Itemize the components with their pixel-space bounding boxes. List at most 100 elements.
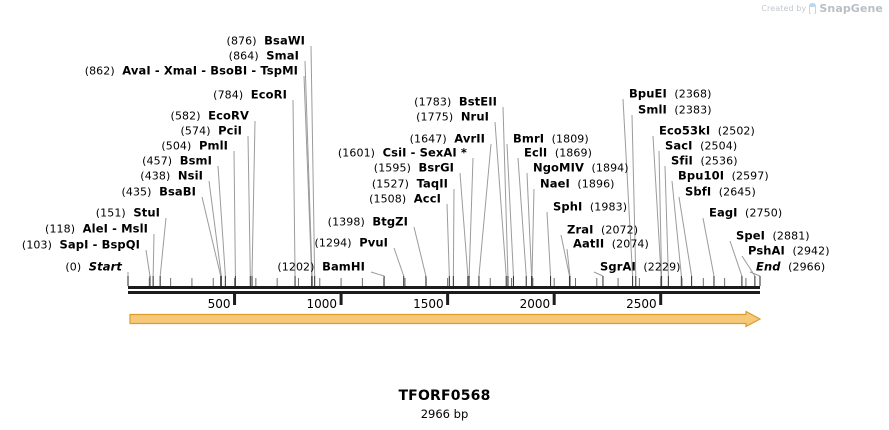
leader-line	[452, 188, 455, 277]
cut-position: (1601)	[337, 146, 376, 160]
leader-line	[631, 114, 637, 277]
feature-label-NsiI[interactable]: (438) NsiI	[0, 169, 203, 183]
feature-label-Start[interactable]: (0) Start	[0, 260, 122, 274]
cut-position: (2966)	[788, 260, 826, 274]
feature-label-PciI[interactable]: (574) PciI	[0, 123, 242, 138]
snapgene-watermark: Created by SnapGene	[761, 2, 883, 15]
ruler-tick-label-1500: 1500	[413, 297, 444, 311]
leader-line	[566, 248, 571, 277]
feature-label-SpeI[interactable]: SpeI (2881)	[736, 228, 810, 243]
feature-label-BsmI[interactable]: (457) BsmI	[0, 154, 212, 168]
feature-label-ZraI[interactable]: ZraI (2072)	[567, 222, 638, 237]
feature-label-AvaI[interactable]: (862) AvaI - XmaI - BsoBI - TspMI	[0, 63, 298, 78]
cut-position: (1508)	[369, 192, 407, 206]
orf-arrow-group	[129, 310, 762, 328]
feature-label-BtgZI[interactable]: (1398) BtgZI	[0, 215, 408, 229]
enzyme-name: End	[756, 259, 781, 274]
leader-line	[517, 157, 527, 277]
feature-label-EclI[interactable]: EclI (1869)	[524, 146, 592, 160]
leader-line	[459, 172, 469, 277]
cut-position: (1894)	[591, 161, 629, 175]
cut-position: (103)	[21, 238, 53, 252]
ruler-tick-label-2000: 2000	[519, 297, 551, 311]
snapgene-logo-icon	[809, 3, 817, 14]
feature-label-SmaI[interactable]: (864) SmaI	[0, 49, 299, 63]
enzyme-name: SbfI	[685, 184, 712, 199]
feature-label-BsrGI[interactable]: (1595) BsrGI	[0, 161, 454, 175]
enzyme-name: ZraI	[567, 222, 594, 237]
enzyme-name: AleI	[82, 221, 108, 236]
feature-label-Eco53kI[interactable]: Eco53kI (2502)	[659, 124, 755, 138]
feature-label-BsaWI[interactable]: (876) BsaWI	[0, 34, 305, 48]
enzyme-name: SpeI	[736, 228, 765, 243]
feature-label-SfiI[interactable]: SfiI (2536)	[671, 154, 738, 168]
feature-label-BamHI[interactable]: (1202) BamHI	[0, 260, 365, 274]
leader-line	[658, 150, 663, 277]
enzyme-name: EcoRV	[208, 108, 249, 123]
feature-label-BsaBI[interactable]: (435) BsaBI	[0, 185, 196, 199]
enzyme-name: AvrII	[454, 131, 485, 146]
enzyme-name: SexAI *	[419, 145, 467, 160]
feature-label-End[interactable]: End (2966)	[756, 259, 826, 274]
feature-label-PvuI[interactable]: (1294) PvuI	[0, 235, 388, 250]
enzyme-name: NruI	[460, 109, 489, 124]
feature-label-AvrII[interactable]: (1647) AvrII	[0, 131, 485, 146]
leader-line	[494, 121, 507, 277]
leader-line	[593, 271, 604, 277]
leader-line	[729, 240, 743, 277]
enzyme-name: PciI	[218, 123, 242, 138]
enzyme-name: AatII	[573, 236, 605, 251]
feature-label-NgoMIV[interactable]: NgoMIV (1894)	[533, 161, 629, 175]
leader-line	[310, 45, 316, 277]
feature-label-CsiI[interactable]: (1601) CsiI - SexAI *	[0, 145, 467, 160]
feature-label-EagI[interactable]: EagI (2750)	[709, 206, 783, 220]
leader-line	[678, 196, 693, 277]
enzyme-name: TaqII	[416, 176, 448, 191]
cut-position: (118)	[45, 222, 76, 236]
feature-label-SbfI[interactable]: SbfI (2645)	[685, 184, 756, 199]
ruler-bar-lower	[128, 291, 760, 294]
cut-position: (2750)	[745, 206, 783, 220]
feature-label-BpuEI[interactable]: BpuEI (2368)	[629, 87, 712, 101]
enzyme-name: XmaI	[163, 63, 198, 78]
enzyme-name: BspQI	[101, 237, 140, 252]
feature-label-AatII[interactable]: AatII (2074)	[573, 236, 649, 251]
leader-line	[671, 180, 682, 277]
feature-label-PshAI[interactable]: PshAI (2942)	[748, 243, 830, 258]
feature-label-EcoRI[interactable]: (784) EcoRI	[0, 88, 287, 102]
cut-position: (1647)	[409, 132, 447, 146]
cut-position: (435)	[121, 185, 152, 199]
enzyme-name: Bpu10I	[678, 168, 725, 183]
cut-position: (2368)	[674, 87, 712, 101]
feature-label-BstEII[interactable]: (1783) BstEII	[0, 95, 497, 109]
feature-label-EcoRV[interactable]: (582) EcoRV	[0, 108, 249, 123]
feature-label-SmlI[interactable]: SmlI (2383)	[638, 103, 712, 117]
enzyme-name: PshAI	[748, 243, 785, 258]
cut-site-ticks-group	[127, 276, 761, 286]
enzyme-name: SphI	[553, 199, 583, 214]
feature-label-BmrI[interactable]: BmrI (1809)	[513, 132, 589, 146]
feature-label-PmlI[interactable]: (504) PmlI	[0, 139, 228, 153]
cut-position: (862)	[84, 64, 115, 78]
feature-label-AleI[interactable]: (118) AleI - MslI	[0, 221, 148, 236]
feature-label-SacI[interactable]: SacI (2504)	[665, 139, 737, 153]
feature-label-SapI[interactable]: (103) SapI - BspQI	[0, 237, 140, 252]
enzyme-name: PvuI	[359, 235, 388, 250]
feature-label-StuI[interactable]: (151) StuI	[0, 206, 160, 220]
ruler-tick-label-2500: 2500	[626, 297, 657, 311]
feature-label-TaqII[interactable]: (1527) TaqII	[0, 176, 448, 191]
feature-label-NruI[interactable]: (1775) NruI	[0, 109, 489, 124]
enzyme-name-separator: -	[406, 145, 420, 160]
feature-label-AccI[interactable]: (1508) AccI	[0, 192, 441, 206]
leader-line	[531, 188, 535, 277]
leader-line	[233, 150, 236, 277]
feature-label-Bpu10I[interactable]: Bpu10I (2597)	[678, 168, 769, 183]
feature-label-SphI[interactable]: SphI (1983)	[553, 199, 627, 214]
enzyme-name-separator: -	[197, 63, 211, 78]
feature-label-SgrAI[interactable]: SgrAI (2229)	[600, 260, 681, 274]
sequence-name: TFORF0568	[398, 388, 491, 404]
feature-label-NaeI[interactable]: NaeI (1896)	[540, 177, 615, 191]
leader-line	[292, 99, 296, 277]
leader-line	[304, 60, 313, 277]
leader-line	[393, 247, 405, 277]
